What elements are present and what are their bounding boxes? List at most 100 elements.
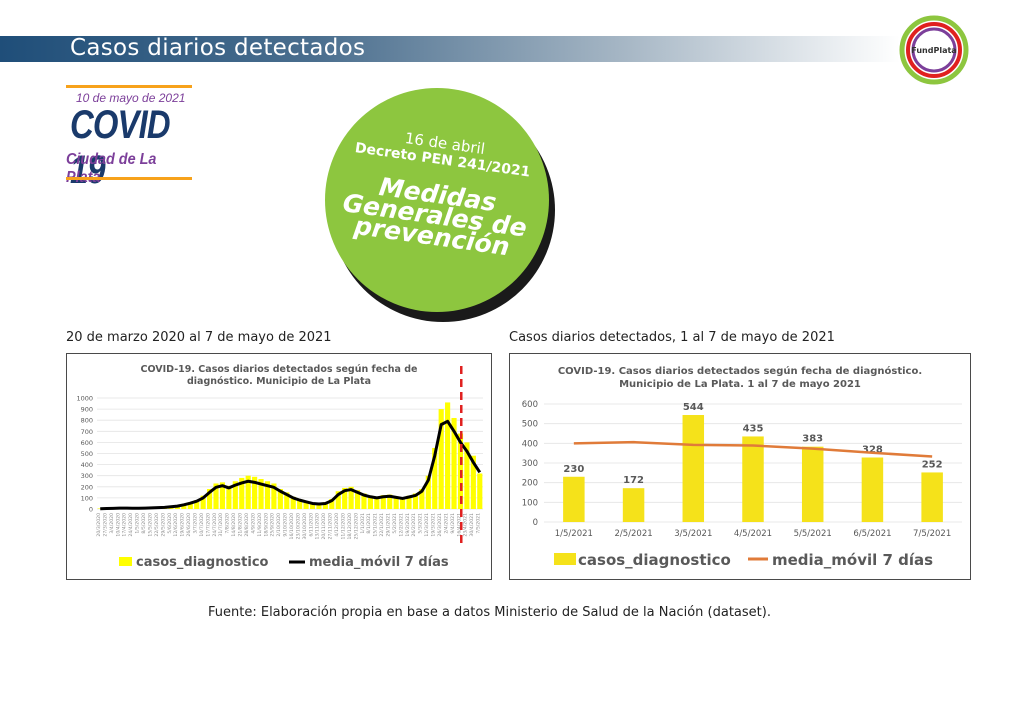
right-x-tick-label: 2/5/2021 — [614, 529, 652, 539]
right-bar — [742, 436, 764, 522]
left-y-tick-label: 0 — [89, 506, 93, 514]
covid-logo-city: Ciudad de La Plata — [66, 151, 157, 186]
left-x-tick-label: 4/9/2020 — [250, 513, 256, 534]
covid-logo-line — [66, 177, 192, 180]
left-bar — [181, 504, 187, 509]
right-y-tick-label: 600 — [522, 400, 538, 410]
left-x-tick-label: 31/7/2020 — [218, 513, 224, 537]
left-chart-moving-average-line — [100, 419, 482, 511]
left-bar — [470, 455, 476, 509]
left-bar — [297, 499, 303, 509]
left-bar — [432, 447, 438, 509]
covid-logo-line — [66, 85, 192, 88]
left-x-tick-label: 7/8/2020 — [225, 513, 231, 534]
left-x-tick-label: 30/4/2021 — [469, 513, 475, 537]
right-x-tick-label: 4/5/2021 — [734, 529, 772, 539]
left-bar — [200, 495, 206, 509]
source-note: Fuente: Elaboración propia en base a dat… — [208, 605, 771, 620]
left-x-tick-label: 16/4/2021 — [456, 513, 462, 537]
left-bar — [213, 483, 219, 509]
right-x-tick-label: 5/5/2021 — [794, 529, 832, 539]
left-chart-frame: COVID-19. Casos diarios detectados según… — [66, 353, 492, 580]
left-x-tick-label: 27/11/2020 — [328, 513, 334, 540]
left-x-tick-label: 7/5/2021 — [476, 513, 482, 534]
fundplata-logo: FundPlata — [899, 15, 969, 85]
decree-circle-text: 16 de abril Decreto PEN 241/2021 Medidas… — [311, 74, 564, 327]
right-chart-subtitle: Casos diarios detectados, 1 al 7 de mayo… — [509, 330, 835, 345]
left-bar — [367, 495, 373, 509]
left-x-tick-label: 20/3/2020 — [96, 513, 102, 537]
left-y-tick-label: 600 — [81, 439, 93, 447]
right-bar — [921, 472, 943, 522]
left-x-tick-label: 1/1/2021 — [360, 513, 366, 534]
left-y-tick-label: 900 — [81, 406, 93, 414]
left-x-tick-label: 20/11/2020 — [321, 513, 327, 540]
left-x-tick-label: 12/3/2021 — [424, 513, 430, 537]
right-y-tick-label: 300 — [522, 459, 538, 469]
left-x-tick-label: 6/11/2020 — [308, 513, 314, 537]
right-bar — [622, 488, 645, 522]
covid-logo-date: 10 de mayo de 2021 — [76, 91, 186, 105]
right-bar-value-label: 230 — [563, 464, 584, 475]
left-legend-bar-swatch — [119, 557, 132, 566]
right-legend-bar-label: casos_diagnostico — [578, 551, 731, 569]
right-x-tick-label: 3/5/2021 — [674, 529, 712, 539]
left-x-tick-label: 17/7/2020 — [205, 513, 211, 537]
left-bar — [277, 489, 283, 509]
left-x-tick-label: 15/1/2021 — [373, 513, 379, 537]
left-bar — [374, 496, 380, 509]
left-x-tick-label: 11/9/2020 — [257, 513, 263, 537]
left-bar — [309, 502, 316, 509]
right-chart-title-line2: Municipio de La Plata. 1 al 7 de mayo 20… — [619, 379, 861, 390]
left-x-tick-label: 23/4/2021 — [463, 513, 469, 537]
right-y-tick-label: 100 — [522, 498, 538, 508]
left-x-tick-label: 19/3/2021 — [431, 513, 437, 537]
left-bar — [232, 481, 238, 509]
right-chart-moving-average-line — [573, 440, 933, 458]
right-x-tick-label: 1/5/2021 — [555, 529, 593, 539]
right-bar — [801, 446, 824, 522]
left-x-tick-label: 16/10/2020 — [289, 513, 295, 540]
left-bar — [219, 482, 226, 509]
left-bar — [419, 489, 425, 509]
right-bar-value-label: 383 — [802, 434, 823, 445]
left-y-tick-label: 100 — [81, 494, 93, 502]
left-x-tick-label: 13/11/2020 — [315, 513, 321, 540]
left-x-tick-label: 19/6/2020 — [180, 513, 186, 537]
left-bar — [464, 442, 470, 509]
right-bar-value-label: 435 — [743, 423, 764, 434]
left-x-tick-label: 27/3/2020 — [102, 513, 108, 537]
left-x-tick-label: 26/2/2021 — [411, 513, 417, 537]
left-x-tick-label: 22/1/2021 — [379, 513, 385, 537]
left-bar — [387, 494, 393, 509]
left-x-tick-label: 15/5/2020 — [147, 513, 153, 537]
fundplata-logo-text: FundPlata — [911, 46, 956, 55]
right-bar-value-label: 172 — [623, 475, 644, 486]
right-legend-line-label: media_móvil 7 días — [772, 551, 933, 569]
left-y-tick-label: 700 — [81, 428, 93, 436]
left-x-tick-label: 25/12/2020 — [353, 513, 359, 540]
right-y-tick-label: 0 — [533, 518, 538, 528]
left-bar — [258, 479, 264, 509]
left-bar — [284, 492, 290, 509]
left-x-tick-label: 2/10/2020 — [276, 513, 282, 537]
left-bar — [425, 475, 431, 509]
left-x-tick-label: 29/1/2021 — [386, 513, 392, 537]
left-bar — [393, 496, 399, 509]
header-bar — [0, 36, 900, 62]
covid-logo: 10 de mayo de 2021 COVID 19 Ciudad de La… — [62, 83, 198, 192]
left-x-tick-label: 9/4/2021 — [450, 513, 456, 534]
left-y-tick-label: 1000 — [76, 395, 93, 403]
left-bar — [226, 485, 232, 509]
left-y-tick-label: 800 — [81, 417, 93, 425]
left-x-tick-label: 4/12/2020 — [334, 513, 340, 537]
left-bar — [380, 495, 386, 509]
left-x-tick-label: 3/7/2020 — [193, 513, 199, 534]
decree-circle-fill — [325, 88, 549, 312]
left-bar — [335, 491, 341, 509]
right-bar — [682, 415, 705, 522]
left-x-tick-label: 18/9/2020 — [263, 513, 269, 537]
left-x-tick-label: 9/10/2020 — [283, 513, 289, 537]
left-bar — [329, 499, 335, 509]
left-bar — [477, 473, 483, 509]
